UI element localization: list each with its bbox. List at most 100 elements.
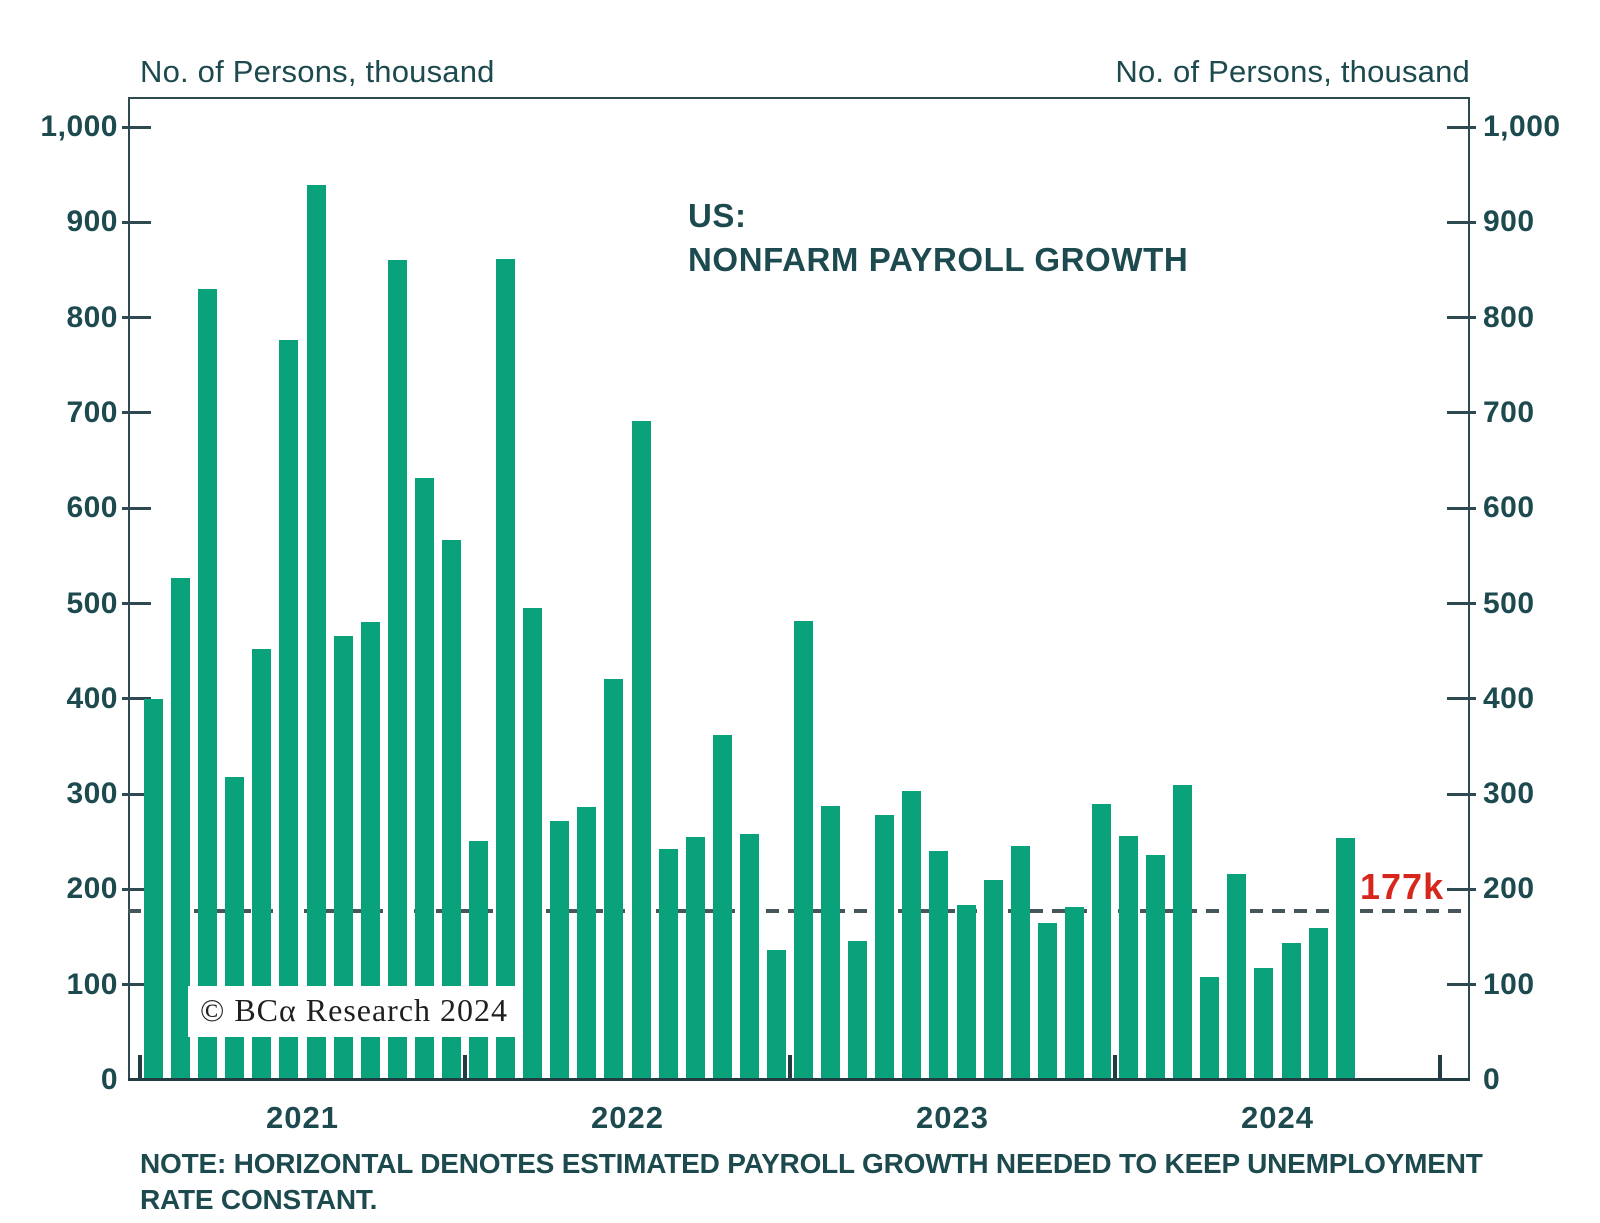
y-axis-title-right: No. of Persons, thousand bbox=[1115, 54, 1470, 89]
y-axis-tick-label-right: 200 bbox=[1483, 872, 1535, 906]
y-axis-tick-label-right: 1,000 bbox=[1483, 110, 1561, 143]
bar bbox=[983, 879, 1003, 1080]
y-axis-tick-label-left: 0 bbox=[100, 1063, 118, 1096]
y-axis-tick-label-left: 100 bbox=[66, 967, 118, 1001]
bar bbox=[360, 621, 380, 1080]
y-axis-tick-left bbox=[122, 125, 151, 129]
y-axis-tick-left bbox=[122, 602, 151, 605]
bar bbox=[1064, 906, 1084, 1080]
y-axis-tick-label-left: 400 bbox=[66, 681, 118, 715]
x-axis-year-label: 2024 bbox=[1241, 1100, 1314, 1135]
x-axis-baseline bbox=[128, 1078, 1470, 1081]
bar bbox=[956, 904, 976, 1080]
footnote-line1: NOTE: HORIZONTAL DENOTES ESTIMATED PAYRO… bbox=[140, 1148, 1483, 1179]
bar bbox=[496, 258, 516, 1080]
bar bbox=[658, 849, 678, 1080]
bar bbox=[1091, 803, 1111, 1080]
y-axis-tick-label-right: 100 bbox=[1483, 967, 1535, 1001]
y-axis-tick-label-left: 200 bbox=[66, 872, 118, 906]
bar bbox=[306, 185, 326, 1080]
bar bbox=[1281, 942, 1301, 1080]
bar bbox=[821, 806, 841, 1080]
y-axis-tick-right bbox=[1447, 125, 1476, 129]
bar bbox=[1335, 837, 1355, 1080]
bar bbox=[279, 339, 299, 1080]
bar bbox=[875, 815, 895, 1080]
y-axis-tick-label-left: 700 bbox=[66, 395, 118, 429]
y-axis-tick-right bbox=[1447, 316, 1476, 320]
y-axis-tick-right bbox=[1447, 411, 1476, 415]
y-axis-tick-label-left: 1,000 bbox=[40, 110, 118, 143]
bar bbox=[1254, 967, 1274, 1080]
bar bbox=[1200, 977, 1220, 1080]
bar bbox=[1146, 855, 1166, 1080]
bar bbox=[414, 477, 434, 1080]
bar bbox=[144, 698, 164, 1080]
y-axis-tick-label-right: 400 bbox=[1483, 681, 1535, 715]
y-axis-tick-label-left: 800 bbox=[66, 300, 118, 334]
y-axis-tick-right bbox=[1447, 983, 1476, 987]
chart-title-line2: NONFARM PAYROLL GROWTH bbox=[688, 241, 1189, 278]
y-axis-tick-left bbox=[122, 506, 151, 510]
bar bbox=[171, 577, 191, 1080]
y-axis-tick-label-left: 300 bbox=[66, 777, 118, 811]
y-axis-tick-right bbox=[1447, 792, 1476, 796]
x-axis-year-tick bbox=[788, 1055, 792, 1080]
y-axis-tick-right bbox=[1447, 506, 1476, 510]
bar bbox=[550, 820, 570, 1080]
x-axis-year-tick bbox=[138, 1055, 142, 1080]
y-axis-tick-label-left: 900 bbox=[66, 205, 118, 239]
bar bbox=[1037, 922, 1057, 1080]
bar bbox=[712, 735, 732, 1080]
bar bbox=[685, 836, 705, 1080]
y-axis-tick-label-right: 300 bbox=[1483, 777, 1535, 811]
bar bbox=[766, 950, 786, 1080]
bar bbox=[387, 260, 407, 1080]
bar bbox=[577, 807, 597, 1080]
y-axis-tick-label-right: 900 bbox=[1483, 205, 1535, 239]
bar bbox=[469, 840, 489, 1080]
y-axis-tick-left bbox=[122, 697, 151, 701]
x-axis-year-label: 2021 bbox=[266, 1100, 339, 1135]
breakeven-value-label: 177k bbox=[1360, 866, 1445, 907]
bar bbox=[604, 678, 624, 1080]
bar bbox=[929, 851, 949, 1080]
y-axis-tick-right bbox=[1447, 887, 1476, 891]
bar bbox=[739, 834, 759, 1080]
footnote-line2: RATE CONSTANT. bbox=[140, 1184, 378, 1215]
x-axis-year-tick bbox=[1438, 1055, 1442, 1080]
y-axis-tick-left bbox=[122, 411, 151, 415]
bar bbox=[1227, 874, 1247, 1080]
y-axis-tick-right bbox=[1447, 697, 1476, 701]
chart-title-line1: US: bbox=[688, 197, 747, 234]
footnote: NOTE: HORIZONTAL DENOTES ESTIMATED PAYRO… bbox=[140, 1146, 1483, 1218]
bar bbox=[902, 791, 922, 1080]
y-axis-title-left: No. of Persons, thousand bbox=[140, 54, 495, 89]
y-axis-tick-left bbox=[122, 316, 151, 320]
watermark: © BCα Research 2024 bbox=[188, 986, 523, 1037]
y-axis-tick-label-right: 500 bbox=[1483, 586, 1535, 620]
y-axis-tick-label-left: 500 bbox=[66, 586, 118, 620]
y-axis-tick-label-right: 700 bbox=[1483, 395, 1535, 429]
y-axis-tick-left bbox=[122, 887, 151, 891]
y-axis-tick-label-right: 600 bbox=[1483, 491, 1535, 525]
y-axis-tick-label-left: 600 bbox=[66, 491, 118, 525]
bar bbox=[333, 635, 353, 1080]
x-axis-year-label: 2023 bbox=[916, 1100, 989, 1135]
bar bbox=[198, 289, 218, 1080]
bar bbox=[631, 421, 651, 1080]
y-axis-tick-left bbox=[122, 792, 151, 796]
bar bbox=[1119, 836, 1139, 1080]
bar bbox=[252, 649, 272, 1080]
x-axis-year-tick bbox=[1113, 1055, 1117, 1080]
y-axis-tick-right bbox=[1447, 602, 1476, 605]
bar bbox=[1173, 784, 1193, 1080]
y-axis-tick-left bbox=[122, 220, 151, 224]
y-axis-tick-label-right: 0 bbox=[1483, 1063, 1501, 1096]
bar bbox=[523, 608, 543, 1080]
bar bbox=[441, 539, 461, 1080]
x-axis-year-tick bbox=[463, 1055, 467, 1080]
x-axis-year-label: 2022 bbox=[591, 1100, 664, 1135]
chart-title: US: NONFARM PAYROLL GROWTH bbox=[688, 194, 1188, 282]
